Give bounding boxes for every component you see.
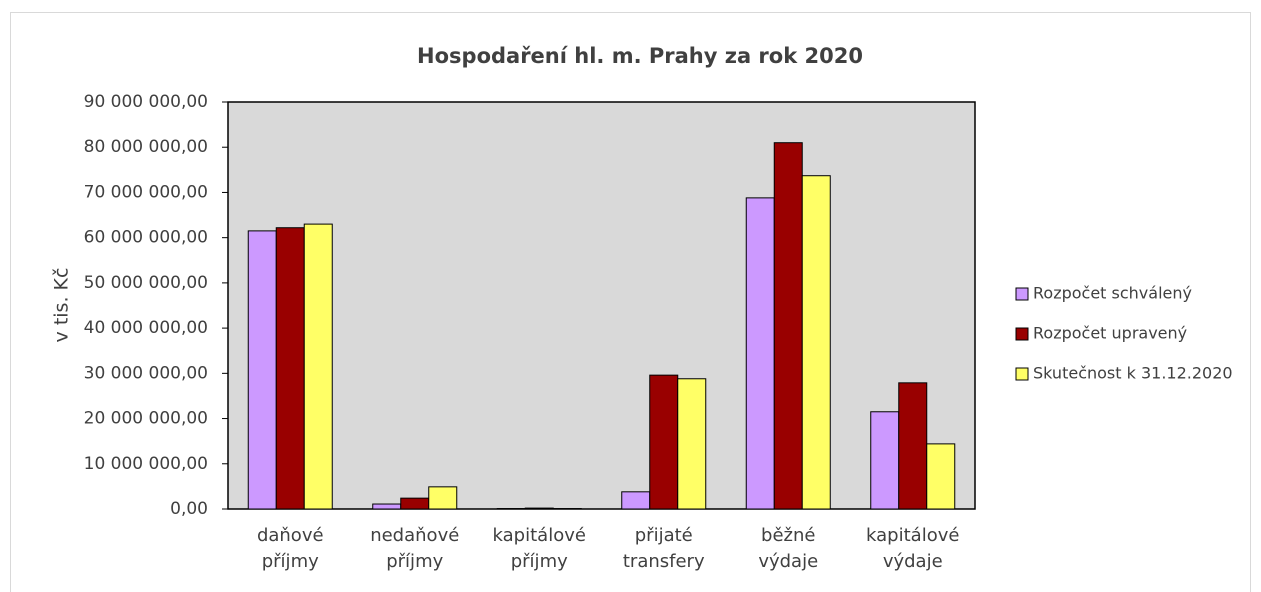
legend-label: Skutečnost k 31.12.2020 — [1033, 364, 1233, 383]
y-tick-label: 80 000 000,00 — [84, 137, 208, 157]
legend-swatch — [1015, 367, 1029, 381]
legend-label: Rozpočet schválený — [1033, 284, 1192, 303]
legend-swatch — [1015, 287, 1029, 301]
plot-area — [227, 101, 976, 510]
bar — [247, 230, 277, 510]
x-tick-label: daňové — [257, 525, 324, 546]
y-tick-label: 50 000 000,00 — [84, 273, 208, 293]
y-tick-label: 0,00 — [170, 499, 208, 519]
bar — [677, 378, 707, 510]
chart-title: Hospodaření hl. m. Prahy za rok 2020 — [417, 44, 863, 68]
x-tick-label: běžné — [761, 525, 815, 546]
x-tick-label: kapitálové — [866, 525, 959, 546]
y-tick-label: 70 000 000,00 — [84, 182, 208, 202]
x-tick-label: příjmy — [386, 551, 443, 572]
bar — [400, 497, 430, 510]
bar — [524, 507, 554, 510]
bar — [649, 374, 679, 510]
x-tick-label: přijaté — [635, 525, 693, 546]
x-tick-label: kapitálové — [493, 525, 586, 546]
x-tick-label: příjmy — [511, 551, 568, 572]
y-tick-label: 60 000 000,00 — [84, 228, 208, 248]
y-tick-label: 40 000 000,00 — [84, 318, 208, 338]
x-tick-label: transfery — [623, 551, 705, 572]
bar — [773, 142, 803, 510]
bar — [621, 491, 651, 510]
bar — [372, 503, 402, 510]
legend-swatch — [1015, 327, 1029, 341]
bar — [898, 382, 928, 510]
y-tick-label: 30 000 000,00 — [84, 363, 208, 383]
x-tick-label: výdaje — [883, 551, 943, 572]
x-tick-label: příjmy — [262, 551, 319, 572]
x-tick-label: nedaňové — [370, 525, 459, 546]
y-tick-label: 10 000 000,00 — [84, 454, 208, 474]
bar — [275, 227, 305, 510]
bar — [926, 443, 956, 510]
bar — [428, 486, 458, 510]
bar — [801, 175, 831, 510]
bar — [303, 223, 333, 510]
legend-label: Rozpočet upravený — [1033, 324, 1187, 343]
bar — [870, 411, 900, 510]
y-tick-label: 20 000 000,00 — [84, 409, 208, 429]
bar — [745, 197, 775, 510]
y-axis-label: v tis. Kč — [51, 268, 73, 343]
y-tick-label: 90 000 000,00 — [84, 92, 208, 112]
x-tick-label: výdaje — [758, 551, 818, 572]
